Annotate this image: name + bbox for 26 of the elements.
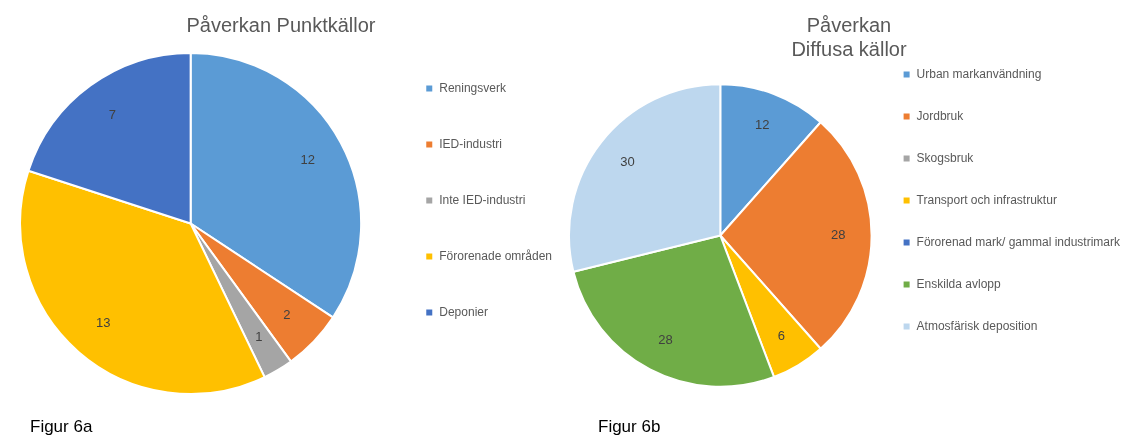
data-label: 28 xyxy=(658,331,673,347)
data-label: 30 xyxy=(620,154,635,170)
legend-label: Jordbruk xyxy=(916,108,965,123)
data-label: 13 xyxy=(95,315,111,331)
legend-label: Inte IED-industri xyxy=(439,192,526,207)
data-label: 6 xyxy=(777,328,785,344)
legend-label: Transport och infrastruktur xyxy=(916,192,1057,207)
legend-label: Förorenade områden xyxy=(439,248,552,263)
chart-title: Påverkan Punktkällor xyxy=(186,13,376,36)
data-label: 28 xyxy=(831,227,846,243)
data-label: 1 xyxy=(255,329,263,345)
chart-title: Påverkan Diffusa källor xyxy=(791,13,907,60)
legend-label: Enskilda avlopp xyxy=(916,276,1001,291)
text: Figur 6a xyxy=(30,417,93,437)
data-label: 7 xyxy=(108,107,117,123)
legend-label: Reningsverk xyxy=(439,80,507,95)
data-label: 12 xyxy=(300,152,315,168)
legend-label: Urban markanvändning xyxy=(916,66,1042,81)
data-label: 2 xyxy=(283,306,291,322)
legend-label: Atmosfärisk deposition xyxy=(916,318,1038,333)
text: Figur 6b xyxy=(598,417,661,437)
data-label: 12 xyxy=(754,116,770,132)
legend-label: Förorenad mark/ gammal industrimark xyxy=(916,234,1121,249)
legend-label: Deponier xyxy=(439,304,488,319)
legend-label: Skogsbruk xyxy=(916,150,975,165)
legend-label: IED-industri xyxy=(439,136,502,151)
